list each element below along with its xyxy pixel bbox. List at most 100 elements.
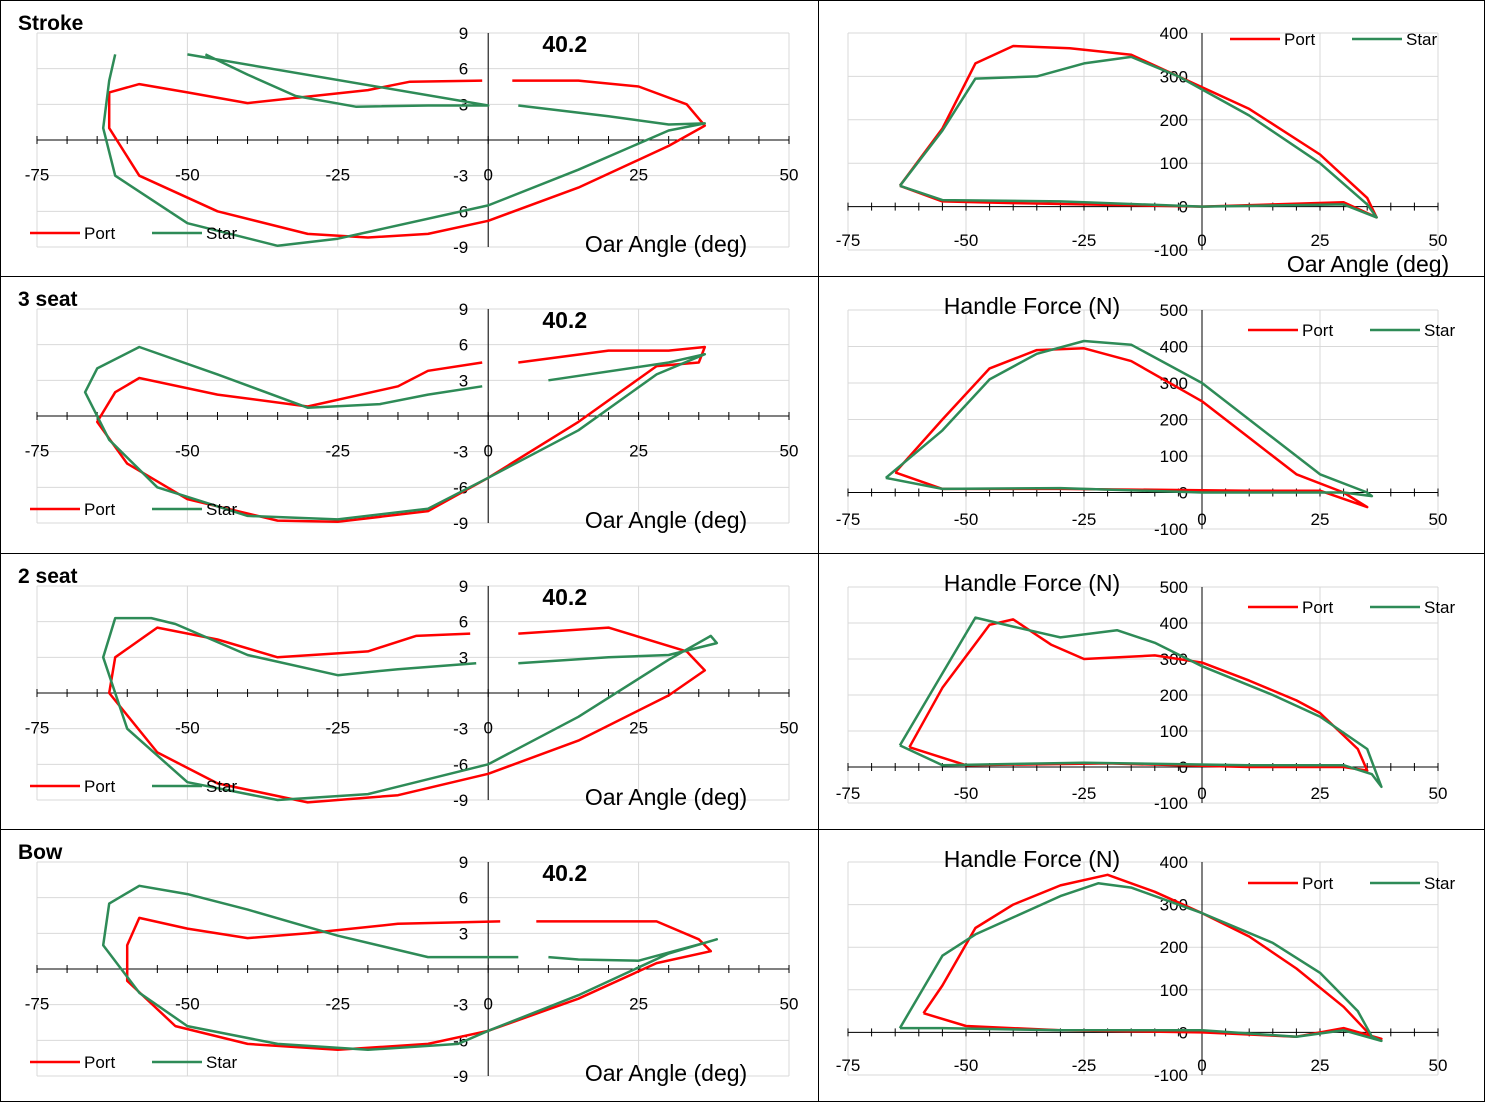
series-line-port xyxy=(95,345,707,524)
series-line-star xyxy=(187,53,490,108)
legend-label-star: Star xyxy=(1424,874,1456,893)
y-tick-label: -3 xyxy=(453,996,468,1015)
series-line-star xyxy=(898,616,1383,789)
legend-label-star: Star xyxy=(1424,598,1456,617)
x-tick-label: -50 xyxy=(175,166,200,185)
series-line-star xyxy=(101,884,719,1052)
y-tick-label: 6 xyxy=(459,336,468,355)
x-tick-label: -50 xyxy=(954,231,979,250)
stroke-rate: 40.2 xyxy=(542,307,587,333)
legend-label-star: Star xyxy=(1424,321,1456,340)
legend-label-star: Star xyxy=(206,500,238,519)
x-tick-label: -50 xyxy=(954,1056,979,1075)
row-title: 2 seat xyxy=(18,565,78,588)
x-tick-label: -75 xyxy=(836,510,861,529)
series-line-star xyxy=(884,339,1374,498)
x-tick-label: -75 xyxy=(25,995,50,1014)
y-tick-label: 3 xyxy=(459,648,468,667)
y-tick-label: 400 xyxy=(1160,614,1188,633)
x-tick-label: 0 xyxy=(483,442,492,461)
y-tick-label: 3 xyxy=(459,924,468,943)
y-tick-label: -3 xyxy=(453,720,468,739)
legend-label-port: Port xyxy=(1302,321,1333,340)
y-tick-label: -9 xyxy=(453,514,468,533)
x-tick-label: -25 xyxy=(326,166,351,185)
y-tick-label: -100 xyxy=(1154,241,1188,260)
x-tick-label: 0 xyxy=(1197,231,1206,250)
y-tick-label: 400 xyxy=(1160,338,1188,357)
legend-label-star: Star xyxy=(1406,30,1438,49)
y-tick-label: 400 xyxy=(1160,853,1188,872)
y-tick-label: 100 xyxy=(1160,447,1188,466)
x-tick-label: 0 xyxy=(483,719,492,738)
y-tick-label: 0 xyxy=(1179,758,1188,777)
y-tick-label: -9 xyxy=(453,1067,468,1086)
x-tick-label: -75 xyxy=(836,784,861,803)
legend-label-port: Port xyxy=(1302,598,1333,617)
y-tick-label: 100 xyxy=(1160,722,1188,741)
legend-label-port: Port xyxy=(84,224,115,243)
x-tick-label: 50 xyxy=(1429,231,1448,250)
x-tick-label: 25 xyxy=(629,995,648,1014)
legend-label-port: Port xyxy=(84,500,115,519)
x-tick-label: -25 xyxy=(1072,1056,1097,1075)
series-line-port xyxy=(125,916,713,1052)
y-tick-label: 9 xyxy=(459,300,468,319)
x-tick-label: -25 xyxy=(1072,510,1097,529)
y-tick-label: 200 xyxy=(1160,686,1188,705)
x-tick-label: 0 xyxy=(1197,510,1206,529)
x-tick-label: 25 xyxy=(629,719,648,738)
legend-label-port: Port xyxy=(1302,874,1333,893)
row-title: Stroke xyxy=(18,12,83,35)
x-tick-label: -75 xyxy=(25,442,50,461)
legend-label-port: Port xyxy=(1284,30,1315,49)
row-title: Bow xyxy=(18,841,63,864)
y-tick-label: 500 xyxy=(1160,301,1188,320)
row-title: 3 seat xyxy=(18,288,78,311)
series-line-star xyxy=(898,882,1383,1043)
legend-label-port: Port xyxy=(84,777,115,796)
y-tick-label: 9 xyxy=(459,577,468,596)
x-tick-label: 50 xyxy=(780,719,799,738)
x-axis-title: Oar Angle (deg) xyxy=(585,1060,747,1086)
series-line-port xyxy=(922,873,1383,1041)
y-tick-label: 100 xyxy=(1160,981,1188,1000)
x-tick-label: 50 xyxy=(780,166,799,185)
x-tick-label: -75 xyxy=(836,231,861,250)
series-line-port xyxy=(107,79,707,239)
legend-label-star: Star xyxy=(206,777,238,796)
y-tick-label: 200 xyxy=(1160,938,1188,957)
x-tick-label: -75 xyxy=(25,166,50,185)
y-tick-label: -100 xyxy=(1154,1066,1188,1085)
x-axis-title: Oar Angle (deg) xyxy=(585,231,747,257)
x-tick-label: -50 xyxy=(175,719,200,738)
chart-title: Handle Force (N) xyxy=(944,846,1120,872)
right-chart: -75 -50 -25 0 25 505004003002001000-100Handle… xyxy=(836,293,1456,539)
stroke-rate: 40.2 xyxy=(542,860,587,886)
y-tick-label: 9 xyxy=(459,853,468,872)
x-tick-label: -25 xyxy=(1072,231,1097,250)
x-tick-label: -50 xyxy=(954,784,979,803)
x-axis-title: Oar Angle (deg) xyxy=(585,507,747,533)
x-tick-label: -25 xyxy=(1072,784,1097,803)
x-tick-label: -75 xyxy=(836,1056,861,1075)
y-tick-label: 3 xyxy=(459,371,468,390)
y-tick-label: 200 xyxy=(1160,411,1188,430)
y-tick-label: 100 xyxy=(1160,154,1188,173)
series-line-star xyxy=(101,54,707,248)
y-tick-label: -3 xyxy=(453,443,468,462)
x-tick-label: -25 xyxy=(326,442,351,461)
x-axis-title: Oar Angle (deg) xyxy=(1287,251,1449,277)
series-line-port xyxy=(107,626,707,804)
right-chart: -75 -50 -25 0 25 505004003002001000-100Handle… xyxy=(836,570,1456,813)
series-line-star xyxy=(101,616,719,802)
